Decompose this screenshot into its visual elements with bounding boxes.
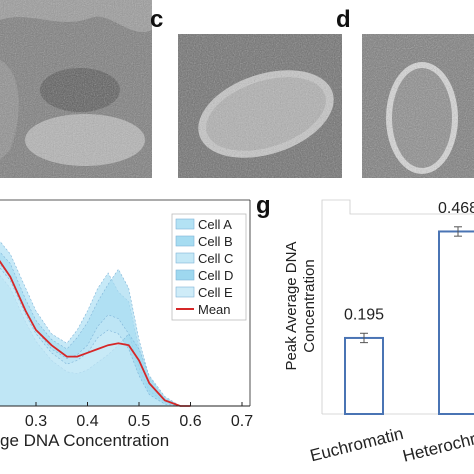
legend-box <box>171 213 247 321</box>
micrograph-c <box>178 34 342 178</box>
micrograph-b <box>0 0 152 178</box>
legend-label: Cell E <box>198 285 233 300</box>
series-line-mean <box>0 260 191 407</box>
x-tick-label: 0.6 <box>179 413 201 430</box>
legend-label: Cell C <box>198 251 233 266</box>
legend-swatch <box>175 252 195 264</box>
legend-swatch <box>175 218 195 230</box>
legend-label: Mean <box>198 302 231 317</box>
x-tick-label: 0.7 <box>231 413 253 430</box>
distribution-chart: 0.3 0.4 0.5 0.6 0.7 ge DNA Concentration Cell … <box>0 199 253 450</box>
legend-label: Cell D <box>198 268 233 283</box>
category-label: Euchromatin <box>308 424 405 466</box>
x-tick-label: 0.3 <box>25 413 47 430</box>
micrograph-d <box>362 34 474 178</box>
plot-frame <box>321 199 474 414</box>
data-label: 0.468 <box>438 200 474 217</box>
category-label: Heterochrom <box>401 424 474 466</box>
x-tick-label: 0.5 <box>128 413 150 430</box>
series-area-cell-e <box>0 267 191 407</box>
bar-euchromatin <box>344 336 384 416</box>
x-tick-label: 0.4 <box>76 413 98 430</box>
peak-concentration-chart: 0.195 Euchromatin 0.468 Heterochrom Peak Ave… <box>283 199 474 466</box>
y-axis-label-line-1: Peak Average DNA <box>283 242 300 371</box>
legend-label: Cell B <box>198 234 233 249</box>
panel-letter-d: d <box>336 6 351 33</box>
y-axis-label: Peak Average DNAConcentration <box>283 242 318 371</box>
legend-swatch <box>175 269 195 281</box>
y-axis-label-line-2: Concentration <box>301 259 318 352</box>
legend-swatch <box>175 286 195 298</box>
legend-label: Cell A <box>198 217 232 232</box>
x-axis-label: ge DNA Concentration <box>0 431 169 450</box>
data-label: 0.195 <box>344 306 384 323</box>
bar-heterochrom <box>438 230 474 415</box>
panel-letter-g: g <box>256 192 271 219</box>
legend-swatch <box>175 235 195 247</box>
panel-letter-c: c <box>150 6 164 33</box>
